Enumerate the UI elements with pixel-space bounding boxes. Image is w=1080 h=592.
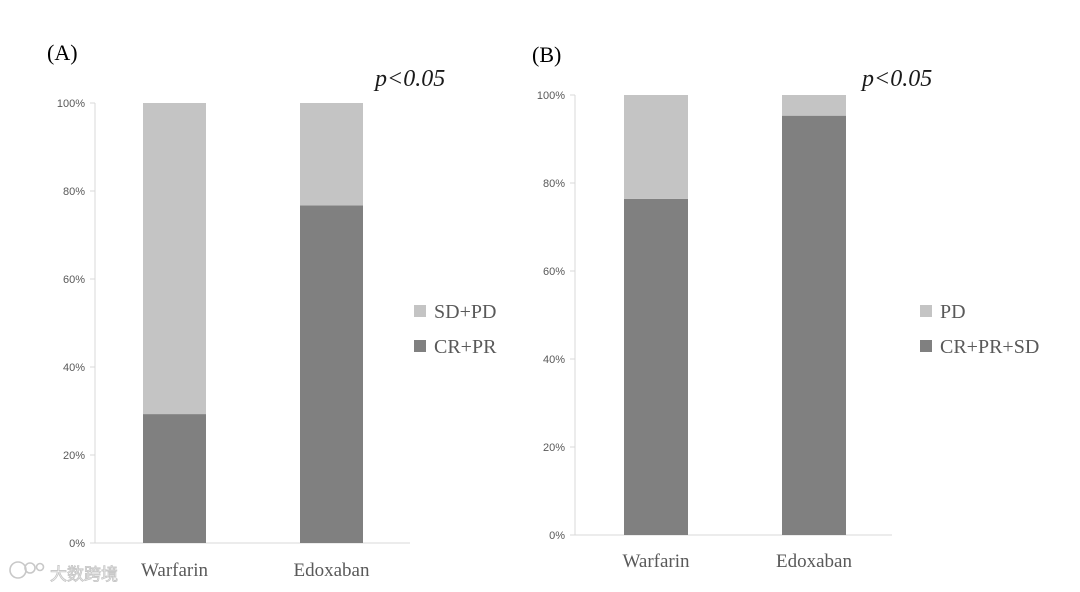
bar-a-warfarin-cr-pr bbox=[143, 414, 206, 543]
watermark-text: 大数跨境 bbox=[50, 565, 118, 585]
category-label-a: Warfarin bbox=[141, 560, 209, 581]
watermark-logo-icon bbox=[9, 561, 45, 579]
panel-a: (A) p<0.05 0% 20% 40% 60% 80% 100% Warfarin Edoxa… bbox=[47, 40, 497, 581]
bar-b-edoxaban-pd bbox=[782, 95, 846, 116]
legend-swatch-a bbox=[414, 340, 426, 352]
y-tick-label-a: 40% bbox=[63, 362, 85, 374]
legend-label-a: CR+PR bbox=[434, 336, 497, 358]
legend-label-b: PD bbox=[940, 301, 966, 323]
y-tick-label-a: 0% bbox=[69, 538, 85, 550]
bar-a-edoxaban-sd-pd bbox=[300, 103, 363, 206]
p-value-annotation-a: p<0.05 bbox=[373, 66, 445, 92]
bar-b-edoxaban-cr-pr-sd bbox=[782, 115, 846, 536]
y-tick-label-b: 100% bbox=[537, 90, 565, 102]
y-tick-label-b: 0% bbox=[549, 530, 565, 542]
legend-label-a: SD+PD bbox=[434, 301, 496, 323]
y-tick-label-a: 20% bbox=[63, 450, 85, 462]
panel-label-b: (B) bbox=[532, 42, 561, 67]
bar-a-edoxaban-cr-pr bbox=[300, 205, 363, 543]
y-tick-label-b: 40% bbox=[543, 354, 565, 366]
panel-b: (B) p<0.05 0% 20% 40% 60% 80% 100% Warfarin Edoxa… bbox=[532, 42, 1039, 572]
legend-b: PD CR+PR+SD bbox=[920, 301, 1039, 358]
legend-swatch-b bbox=[920, 340, 932, 352]
y-tick-label-b: 60% bbox=[543, 266, 565, 278]
y-tick-label-b: 20% bbox=[543, 442, 565, 454]
y-tick-label-a: 100% bbox=[57, 98, 85, 110]
p-value-annotation-b: p<0.05 bbox=[860, 66, 932, 92]
y-tick-label-a: 60% bbox=[63, 274, 85, 286]
bar-b-warfarin-pd bbox=[624, 95, 688, 199]
panel-label-a: (A) bbox=[47, 40, 78, 65]
category-label-b: Edoxaban bbox=[776, 551, 852, 572]
bar-b-warfarin-cr-pr-sd bbox=[624, 198, 688, 535]
legend-a: SD+PD CR+PR bbox=[414, 301, 497, 358]
legend-label-b: CR+PR+SD bbox=[940, 336, 1039, 358]
y-tick-label-b: 80% bbox=[543, 178, 565, 190]
category-label-b: Warfarin bbox=[622, 551, 690, 572]
bar-a-warfarin-sd-pd bbox=[143, 103, 206, 415]
legend-swatch-a bbox=[414, 305, 426, 317]
watermark: 大数跨境 bbox=[9, 561, 118, 585]
category-label-a: Edoxaban bbox=[294, 560, 370, 581]
y-tick-label-a: 80% bbox=[63, 186, 85, 198]
legend-swatch-b bbox=[920, 305, 932, 317]
